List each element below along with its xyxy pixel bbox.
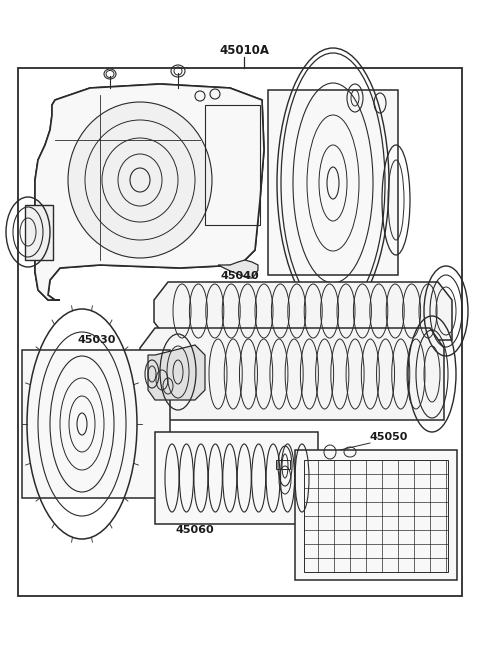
Text: 45030: 45030 [77, 335, 115, 345]
Bar [205, 105, 260, 225]
Polygon shape [154, 282, 452, 340]
Bar [155, 432, 318, 524]
Text: 45040: 45040 [221, 271, 259, 281]
Polygon shape [148, 345, 205, 400]
Polygon shape [218, 260, 258, 278]
Text: 45050: 45050 [370, 432, 408, 442]
Bar [268, 90, 398, 275]
Text: 45060: 45060 [175, 525, 214, 535]
Bar [18, 68, 462, 596]
Ellipse shape [68, 102, 212, 258]
Bar [22, 350, 170, 498]
Text: 45010A: 45010A [219, 43, 269, 56]
Polygon shape [35, 84, 264, 300]
Polygon shape [140, 328, 444, 420]
Polygon shape [35, 84, 264, 300]
Bar [304, 460, 448, 572]
Bar [295, 450, 457, 580]
Bar [276, 460, 290, 469]
Bar [25, 205, 53, 260]
